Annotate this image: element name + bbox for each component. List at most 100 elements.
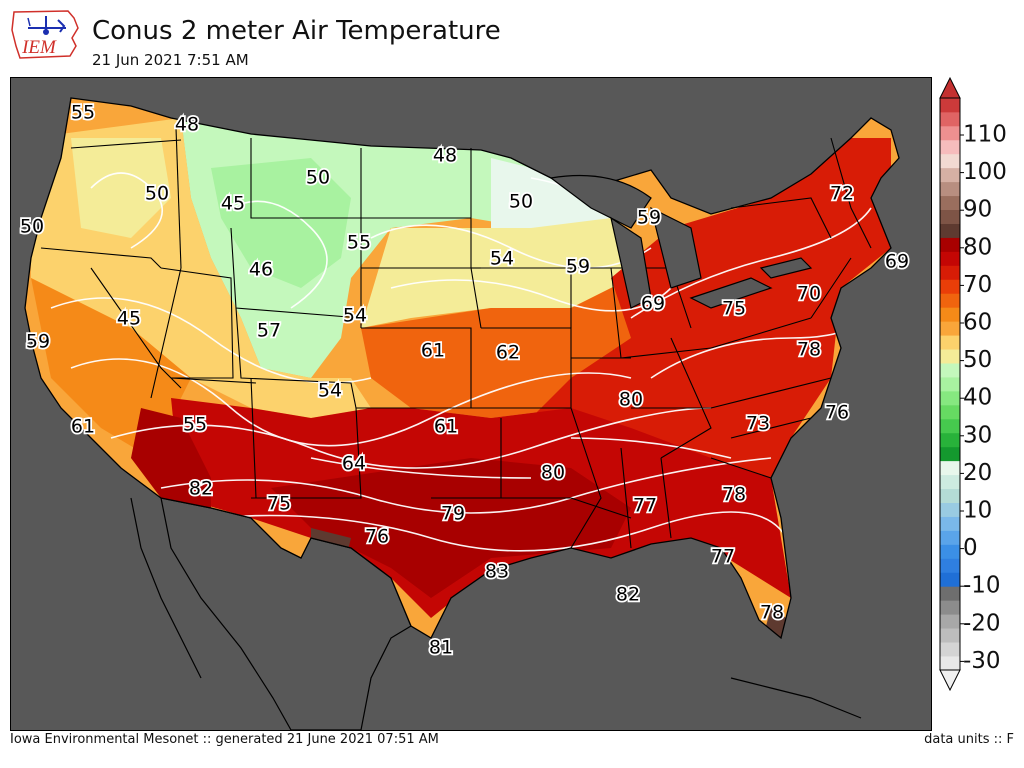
- temperature-label: 62: [496, 342, 520, 364]
- temperature-label: 54: [490, 248, 514, 270]
- logo-text: IEM: [21, 37, 57, 58]
- temperature-label: 50: [306, 167, 330, 189]
- temperature-label: 78: [722, 484, 746, 506]
- temperature-label: 76: [365, 526, 389, 548]
- colorbar-band: [940, 418, 960, 434]
- page-subtitle: 21 Jun 2021 7:51 AM: [92, 51, 249, 69]
- temperature-label: 48: [175, 114, 199, 136]
- temperature-label: 73: [746, 413, 770, 435]
- colorbar-band: [940, 111, 960, 127]
- colorbar-tick-label: -20: [963, 610, 1001, 636]
- colorbar-band: [940, 656, 960, 671]
- colorbar-tick-label: 80: [963, 234, 992, 260]
- temperature-label: 54: [318, 380, 342, 402]
- colorbar-band: [940, 404, 960, 420]
- temperature-label: 59: [26, 331, 50, 353]
- colorbar-band: [940, 474, 960, 490]
- colorbar-tick-label: 20: [963, 460, 992, 486]
- temperature-label: 61: [421, 340, 445, 362]
- colorbar-band: [940, 335, 960, 350]
- colorbar-band: [940, 600, 960, 615]
- temperature-label: 75: [722, 298, 746, 320]
- colorbar-band: [940, 265, 960, 280]
- state-borders: [40, 127, 872, 549]
- colorbar-tick-label: 70: [963, 272, 992, 298]
- temperature-label: 64: [342, 453, 366, 475]
- colorbar-band: [940, 307, 960, 322]
- iem-logo: IEM: [8, 6, 86, 64]
- colorbar-band: [940, 558, 960, 573]
- colorbar: 110 100 90 80 70 60 50 40 30 20 10 0 -10 -20 -30: [936, 76, 1022, 692]
- colorbar-bottom-arrow: [939, 669, 961, 692]
- colorbar-tick-label: 100: [963, 159, 1007, 185]
- temperature-label: 59: [637, 207, 661, 229]
- footer-units: data units :: F: [924, 732, 1014, 747]
- colorbar-band: [940, 125, 960, 141]
- temperature-label: 61: [434, 416, 458, 438]
- temperature-label: 70: [797, 283, 821, 305]
- colorbar-band: [940, 377, 960, 392]
- temperature-map: 55 48 48 50 50 50 45 50 59 55 54 59 46 72 69 69 75 70 45 57…: [10, 77, 932, 731]
- colorbar-band: [940, 181, 960, 197]
- lakes-outline: [549, 174, 813, 309]
- page-title: Conus 2 meter Air Temperature: [92, 16, 501, 46]
- colorbar-band: [940, 98, 960, 113]
- colorbar-band: [940, 530, 960, 545]
- colorbar-band: [940, 516, 960, 531]
- temperature-label: 79: [441, 503, 465, 525]
- colorbar-tick-label: 110: [963, 122, 1007, 148]
- colorbar-band: [940, 349, 960, 364]
- colorbar-tick-label: 30: [963, 422, 992, 448]
- footer-credit: Iowa Environmental Mesonet :: generated …: [10, 732, 439, 747]
- colorbar-tick-label: 10: [963, 498, 992, 524]
- colorbar-band: [940, 223, 960, 238]
- temperature-label: 69: [885, 251, 909, 273]
- colorbar-band: [940, 279, 960, 294]
- temperature-label: 83: [485, 561, 509, 583]
- colorbar-band: [940, 237, 960, 252]
- colorbar-top-arrow: [939, 76, 961, 99]
- colorbar-tick-label: 40: [963, 385, 992, 411]
- temperature-label: 78: [760, 602, 784, 624]
- temperature-label: 55: [183, 414, 207, 436]
- colorbar-band: [940, 446, 960, 462]
- colorbar-band: [940, 167, 960, 183]
- colorbar-band: [940, 544, 960, 559]
- temperature-label: 55: [347, 232, 371, 254]
- temperature-label: 50: [20, 216, 44, 238]
- colorbar-band: [940, 321, 960, 336]
- temperature-label: 46: [249, 259, 273, 281]
- temperature-label: 81: [429, 637, 453, 659]
- colorbar-band: [940, 488, 960, 503]
- colorbar-band: [940, 251, 960, 266]
- colorbar-band: [940, 614, 960, 629]
- temperature-label: 80: [619, 389, 643, 411]
- temperature-label: 50: [509, 191, 533, 213]
- temperature-label: 50: [145, 183, 169, 205]
- colorbar-band: [940, 209, 960, 224]
- temperature-label: 77: [633, 495, 657, 517]
- temperature-label: 75: [267, 493, 291, 515]
- colorbar-tick-label: 60: [963, 310, 992, 336]
- temperature-label: 55: [71, 102, 95, 124]
- temperature-label: 78: [797, 339, 821, 361]
- temperature-label: 80: [541, 462, 565, 484]
- colorbar-tick-label: -30: [963, 648, 1001, 674]
- colorbar-band: [940, 293, 960, 308]
- temperature-label: 59: [566, 256, 590, 278]
- temperature-label: 57: [257, 320, 281, 342]
- temperature-label: 61: [71, 416, 95, 438]
- colorbar-band: [940, 363, 960, 378]
- colorbar-tick-label: -10: [963, 573, 1001, 599]
- colorbar-band: [940, 628, 960, 643]
- colorbar-band: [940, 390, 960, 406]
- colorbar-band: [940, 432, 960, 448]
- colorbar-tick-label: 0: [963, 535, 978, 561]
- temperature-label: 45: [221, 193, 245, 215]
- colorbar-band: [940, 502, 960, 517]
- colorbar-band: [940, 153, 960, 169]
- temperature-label: 72: [830, 183, 854, 205]
- temperature-label: 69: [641, 293, 665, 315]
- colorbar-band: [940, 139, 960, 155]
- colorbar-band: [940, 195, 960, 211]
